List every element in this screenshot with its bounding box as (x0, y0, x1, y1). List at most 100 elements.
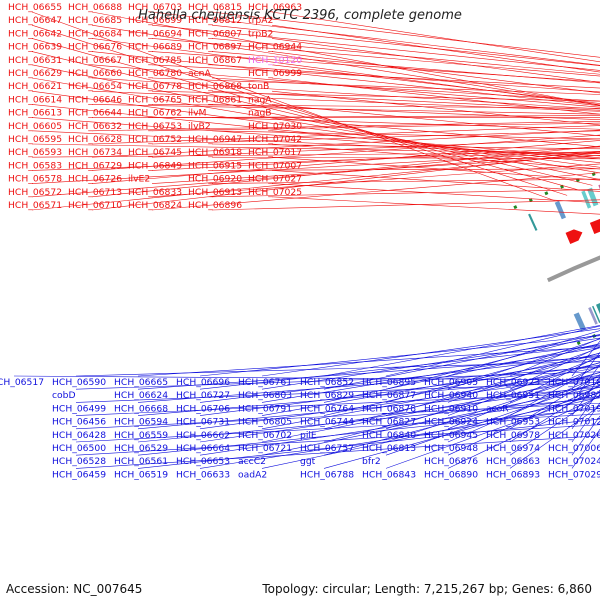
outer-feature-bar (528, 214, 537, 231)
top-gene-label: HCH_06593 (8, 147, 62, 158)
bottom-gene-label: HCH_06559 (114, 430, 168, 441)
bottom-gene-label: HCH_06813 (362, 443, 416, 454)
top-gene-label: ilvE2 (128, 174, 150, 185)
bottom-gene-label: bfr2 (362, 456, 381, 467)
top-gene-label: HCH_06897 (188, 42, 242, 53)
top-gene-label: HCH_06654 (68, 81, 122, 92)
top-gene-label: HCH_06753 (128, 121, 182, 132)
top-gene-label: trpB2 (248, 28, 273, 39)
bottom-gene-label: HCH_06940 (424, 390, 478, 401)
bottom-gene-label: HCH_06594 (114, 417, 168, 428)
top-gene-label: HCH_06583 (8, 160, 62, 171)
top-gene-label: HCH_06734 (68, 147, 122, 158)
top-gene-label: tonB (248, 81, 269, 92)
bottom-gene-label: HCH_06528 (52, 456, 106, 467)
top-gene-label: HCH_06824 (128, 200, 182, 211)
bottom-gene-label: HCH_06893 (486, 469, 540, 480)
top-gene-label: HCH_06913 (188, 187, 242, 198)
top-gene-label: ilvB2 (188, 121, 211, 132)
top-gene-label: HCH_06918 (188, 147, 242, 158)
forward-gene (590, 218, 600, 234)
top-gene-label: HCH_07007 (248, 160, 302, 171)
top-gene-label: HCH_06621 (8, 81, 62, 92)
top-gene-label: HCH_06646 (68, 94, 122, 105)
top-gene-label: HCH_06920 (188, 174, 242, 185)
top-gene-label: HCH_06571 (8, 200, 62, 211)
top-gene-label: HCH_06833 (128, 187, 182, 198)
top-gene-label: HCH_06642 (8, 28, 62, 39)
top-gene-label: HCH_06726 (68, 174, 122, 185)
top-gene-label: HCH_06694 (128, 28, 182, 39)
bottom-gene-label: HCH_06805 (238, 417, 292, 428)
top-gene-label: HCH_06861 (188, 94, 242, 105)
top-gene-label: HCH_06629 (8, 68, 62, 79)
genome-summary: Topology: circular; Length: 7,215,267 bp… (262, 582, 592, 596)
top-gene-label: HCH_06644 (68, 108, 122, 119)
bottom-gene-label: HCH_06456 (52, 417, 106, 428)
top-gene-label: HCH_06595 (8, 134, 62, 145)
bottom-gene-label: HCH_06500 (52, 443, 106, 454)
top-gene-label: HCH_06578 (8, 174, 62, 185)
top-gene-label: HCH_06849 (128, 160, 182, 171)
top-gene-label: HCH_07025 (248, 187, 302, 198)
leader-line (324, 250, 600, 376)
top-gene-label: HCH_06614 (8, 94, 62, 105)
top-gene-label: HCH_06762 (128, 108, 182, 119)
top-gene-label: HCH_06667 (68, 55, 122, 66)
top-gene-label: HCH_06710 (68, 200, 122, 211)
accession-label: Accession: NC_007645 (6, 582, 142, 596)
leader-line (200, 277, 600, 390)
top-gene-label: HCH_07027 (248, 174, 302, 185)
top-gene-label: HCH_06745 (128, 147, 182, 158)
bottom-gene-label: HCH_06519 (114, 469, 168, 480)
bottom-gene-label: HCH_06499 (52, 403, 106, 414)
top-gene-label: HCH_06785 (128, 55, 182, 66)
top-gene-label: HCH_10120 (248, 55, 302, 66)
top-gene-label: nagB (248, 108, 272, 119)
top-gene-label: HCH_06999 (248, 68, 302, 79)
bottom-gene-label: HCH_06843 (362, 469, 416, 480)
top-gene-label: ilvM (188, 108, 207, 119)
bottom-gene-label: HCH_06624 (114, 390, 168, 401)
bottom-gene-label: HCH_06764 (300, 403, 354, 414)
top-gene-label: HCH_06780 (128, 68, 182, 79)
top-gene-label: HCH_07042 (248, 134, 302, 145)
bottom-gene-label: HCH_06890 (424, 469, 478, 480)
bottom-gene-label: HCH_06428 (52, 430, 106, 441)
bottom-gene-label: HCH_06788 (300, 469, 354, 480)
top-gene-label: HCH_06713 (68, 187, 122, 198)
top-gene-label: HCH_06944 (248, 42, 302, 53)
bottom-gene-label: HCH_06863 (486, 456, 540, 467)
top-gene-label: HCH_06632 (68, 121, 122, 132)
top-gene-label: HCH_06660 (68, 68, 122, 79)
bottom-gene-label: HCH_06974 (486, 443, 540, 454)
top-gene-label: HCH_06572 (8, 187, 62, 198)
top-gene-label: HCH_06778 (128, 81, 182, 92)
top-gene-label: HCH_06729 (68, 160, 122, 171)
top-gene-label: HCH_06676 (68, 42, 122, 53)
top-gene-label: HCH_06613 (8, 108, 62, 119)
leader-line (448, 267, 600, 390)
bottom-gene-label: HCH_06590 (52, 377, 106, 388)
bottom-gene-label: HCH_06633 (176, 469, 230, 480)
top-gene-label: HCH_06628 (68, 134, 122, 145)
top-gene-label: HCH_06915 (188, 160, 242, 171)
outer-feature-bar (555, 201, 566, 219)
top-gene-label: HCH_06765 (128, 94, 182, 105)
leader-line (386, 251, 600, 429)
top-gene-label: HCH_06639 (8, 42, 62, 53)
top-gene-label: HCH_07017 (248, 147, 302, 158)
top-gene-label: HCH_06752 (128, 134, 182, 145)
top-gene-label: nagA (248, 94, 272, 105)
top-gene-label: HCH_06896 (188, 200, 242, 211)
bottom-gene-label: oadA2 (238, 469, 267, 480)
top-gene-label: HCH_06631 (8, 55, 62, 66)
bottom-gene-label: HCH_07029 (548, 469, 600, 480)
bottom-gene-label: HCH_06517 (0, 377, 44, 388)
top-gene-label: HCH_06689 (128, 42, 182, 53)
top-gene-label: acnA (188, 68, 212, 79)
top-gene-label: HCH_06684 (68, 28, 122, 39)
bottom-gene-label: HCH_06459 (52, 469, 106, 480)
